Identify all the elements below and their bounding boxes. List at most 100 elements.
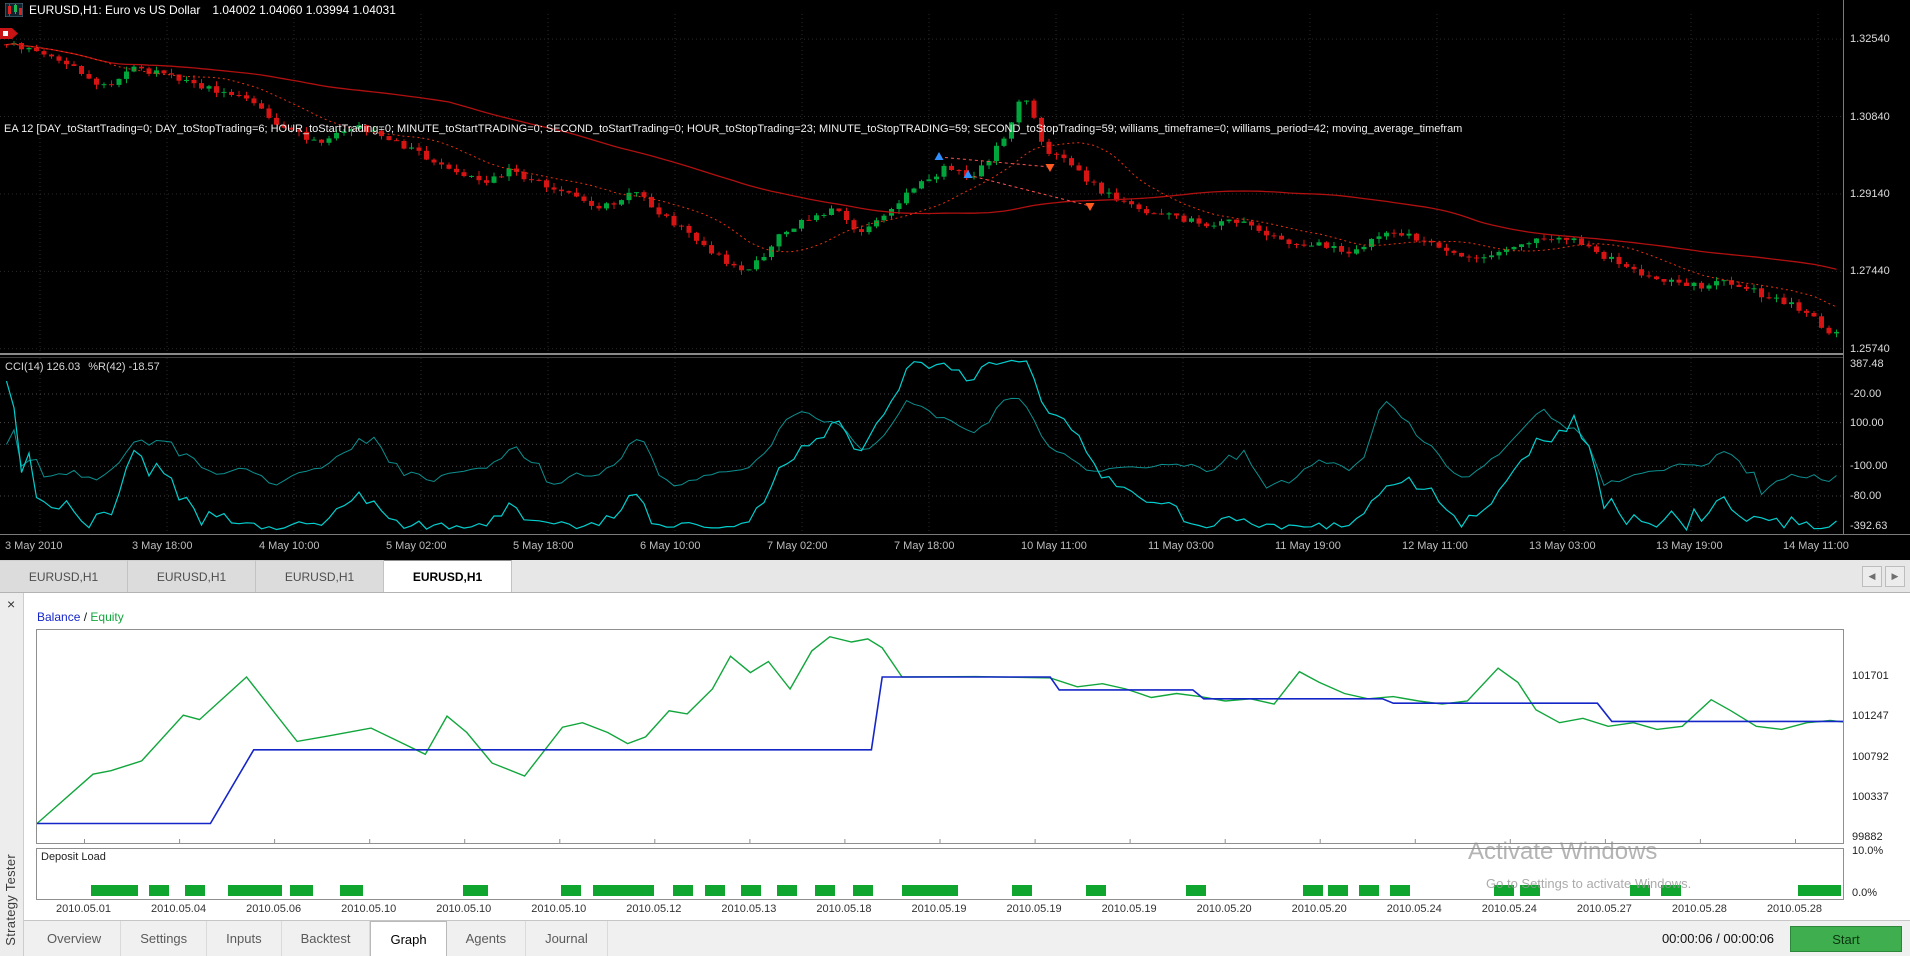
deposit-load-bar xyxy=(902,885,958,896)
tester-date-label: 2010.05.18 xyxy=(816,903,872,915)
deposit-scale-min: 0.0% xyxy=(1852,887,1878,899)
time-axis-label: 7 May 02:00 xyxy=(767,540,828,552)
time-axis-label: 5 May 02:00 xyxy=(386,540,447,552)
deposit-load-bar xyxy=(1520,885,1540,896)
deposit-load-label: Deposit Load xyxy=(41,851,106,863)
candlestick-chart[interactable] xyxy=(0,0,1843,534)
tester-date-label: 2010.05.13 xyxy=(721,903,777,915)
price-scale-label: 1.32540 xyxy=(1850,33,1890,46)
price-axis[interactable]: 1.32540 1.30840 1.29140 1.27440 1.25740 387.4… xyxy=(1843,0,1910,534)
tester-tab-journal[interactable]: Journal xyxy=(526,921,608,956)
deposit-load-bar xyxy=(91,885,138,896)
tester-date-label: 2010.05.24 xyxy=(1481,903,1537,915)
chart-tab-bar: EURUSD,H1 EURUSD,H1 EURUSD,H1 EURUSD,H1 ◀ ▶ xyxy=(0,560,1910,593)
deposit-load-bar xyxy=(1359,885,1379,896)
balance-scale-label: 101701 xyxy=(1852,669,1889,682)
equity-line xyxy=(36,635,1844,825)
deposit-load-bar xyxy=(228,885,282,896)
deposit-load-bar xyxy=(463,885,488,896)
tab-scroll-right-icon[interactable]: ▶ xyxy=(1885,566,1905,587)
tester-date-label: 2010.05.28 xyxy=(1766,903,1822,915)
balance-scale-label: 99882 xyxy=(1852,831,1883,844)
chart-tab-1[interactable]: EURUSD,H1 xyxy=(0,560,128,592)
buy-arrow xyxy=(934,152,944,160)
tester-date-label: 2010.05.01 xyxy=(55,903,112,915)
tester-tab-graph[interactable]: Graph xyxy=(370,921,447,956)
indicator-scale-label: -392.63 xyxy=(1850,520,1888,532)
tester-date-label: 2010.05.10 xyxy=(531,903,587,915)
deposit-load-bar xyxy=(1630,885,1650,896)
chart-tab-4[interactable]: EURUSD,H1 xyxy=(384,560,512,592)
balance-equity-chart xyxy=(36,629,1844,844)
deposit-load-bar xyxy=(340,885,363,896)
tester-tab-agents[interactable]: Agents xyxy=(447,921,527,956)
balance-chart-canvas xyxy=(36,635,1844,843)
tester-date-label: 2010.05.10 xyxy=(436,903,492,915)
deposit-load-bar xyxy=(1303,885,1323,896)
tab-scroll-left-icon[interactable]: ◀ xyxy=(1862,566,1882,587)
indicator-scale-label: 387.48 xyxy=(1850,358,1884,370)
deposit-load-bars xyxy=(37,849,1843,899)
deposit-load-section: Deposit Load xyxy=(36,848,1844,900)
trade-markers-layer xyxy=(934,152,1095,211)
time-axis[interactable]: 3 May 2010 3 May 18:00 4 May 10:00 5 May 02… xyxy=(0,534,1910,560)
strategy-tester-panel: × Strategy Tester Balance / Equity Depos… xyxy=(0,593,1910,956)
indicator-scale-label: -20.00 xyxy=(1850,388,1882,400)
tester-tab-settings[interactable]: Settings xyxy=(121,921,208,956)
balance-legend-label: Balance xyxy=(37,610,81,624)
deposit-load-bar xyxy=(1390,885,1410,896)
tester-date-label: 2010.05.24 xyxy=(1386,903,1442,915)
equity-legend-label: Equity xyxy=(90,610,124,624)
time-axis-label: 7 May 18:00 xyxy=(894,540,955,552)
tester-date-label: 2010.05.19 xyxy=(1006,903,1062,915)
deposit-load-bar xyxy=(593,885,654,896)
time-axis-label: 5 May 18:00 xyxy=(513,540,574,552)
price-scale-label: 1.25740 xyxy=(1850,342,1890,355)
tester-date-label: 2010.05.19 xyxy=(1101,903,1157,915)
deposit-load-bar xyxy=(741,885,761,896)
time-axis-label: 14 May 11:00 xyxy=(1783,540,1849,552)
tester-date-label: 2010.05.10 xyxy=(341,903,397,915)
tester-date-label: 2010.05.28 xyxy=(1671,903,1727,915)
chart-tab-3[interactable]: EURUSD,H1 xyxy=(256,560,384,592)
indicator-scale-label: -100.00 xyxy=(1850,460,1888,472)
time-axis-label: 13 May 19:00 xyxy=(1656,540,1723,552)
time-axis-label: 6 May 10:00 xyxy=(640,540,701,552)
price-scale-label: 1.29140 xyxy=(1850,187,1890,200)
candles-layer xyxy=(4,41,1839,338)
time-axis-label: 10 May 11:00 xyxy=(1021,540,1087,552)
deposit-load-bar xyxy=(1328,885,1348,896)
tester-date-label: 2010.05.27 xyxy=(1576,903,1632,915)
deposit-scale-max: 10.0% xyxy=(1852,845,1884,857)
tester-tab-bar: Overview Settings Inputs Backtest Graph Agent… xyxy=(24,920,1910,956)
price-scale-label: 1.27440 xyxy=(1850,265,1890,278)
indicator-scale-label: 100.00 xyxy=(1850,417,1884,429)
balance-equity-legend: Balance / Equity xyxy=(37,610,124,624)
indicator-scale-label: -80.00 xyxy=(1850,490,1882,502)
tester-date-axis: 2010.05.01 2010.05.04 2010.05.06 2010.05.10… xyxy=(36,903,1844,919)
balance-scale-label: 101247 xyxy=(1852,710,1889,723)
time-axis-label: 11 May 19:00 xyxy=(1275,540,1341,552)
legend-separator: / xyxy=(80,610,91,624)
grid-layer xyxy=(0,14,1842,532)
chart-tab-2[interactable]: EURUSD,H1 xyxy=(128,560,256,592)
tester-tab-overview[interactable]: Overview xyxy=(28,921,122,956)
deposit-load-bar xyxy=(1798,885,1841,896)
deposit-load-bar xyxy=(1012,885,1032,896)
sell-arrow xyxy=(1045,164,1055,172)
balance-line xyxy=(37,676,1843,825)
deposit-load-bar xyxy=(1661,885,1681,896)
tester-date-label: 2010.05.19 xyxy=(911,903,967,915)
time-axis-label: 12 May 11:00 xyxy=(1402,540,1468,552)
tester-tab-inputs[interactable]: Inputs xyxy=(207,921,282,956)
ma-layer xyxy=(6,43,1837,308)
tester-graph-area: Balance / Equity Deposit Load 10.0% 0.0%… xyxy=(24,593,1910,956)
indicator-levels-layer xyxy=(0,393,1842,497)
start-button[interactable]: Start xyxy=(1790,926,1902,952)
deposit-load-bar xyxy=(777,885,797,896)
test-duration: 00:00:06 / 00:00:06 xyxy=(1661,931,1774,946)
tester-tab-backtest[interactable]: Backtest xyxy=(282,921,371,956)
time-axis-label: 3 May 18:00 xyxy=(132,540,193,552)
close-icon[interactable]: × xyxy=(7,596,16,612)
